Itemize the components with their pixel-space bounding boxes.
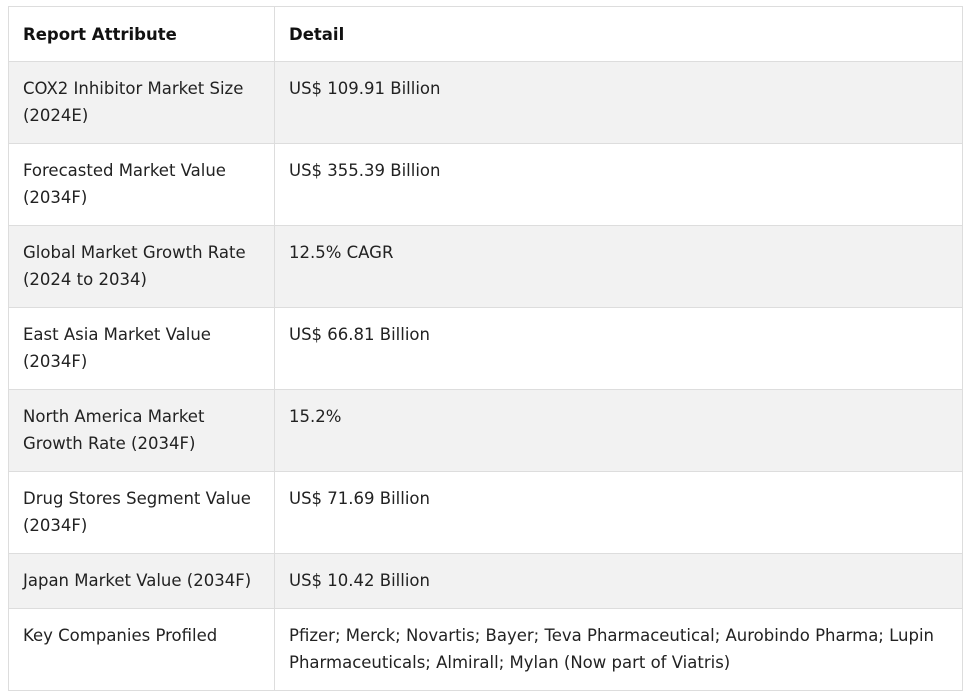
header-detail: Detail <box>274 6 963 62</box>
attribute-cell: COX2 Inhibitor Market Size (2024E) <box>8 61 275 144</box>
attribute-cell: Forecasted Market Value (2034F) <box>8 143 275 226</box>
table-row: North America Market Growth Rate (2034F)… <box>8 389 963 472</box>
header-report-attribute: Report Attribute <box>8 6 275 62</box>
table-row: Forecasted Market Value (2034F) US$ 355.… <box>8 143 963 226</box>
detail-cell: Pfizer; Merck; Novartis; Bayer; Teva Pha… <box>274 608 963 691</box>
header-row: Report Attribute Detail <box>8 6 963 62</box>
detail-cell: US$ 10.42 Billion <box>274 553 963 609</box>
detail-cell: US$ 66.81 Billion <box>274 307 963 390</box>
table-body: COX2 Inhibitor Market Size (2024E) US$ 1… <box>8 61 963 691</box>
attribute-cell: East Asia Market Value (2034F) <box>8 307 275 390</box>
table-row: Key Companies Profiled Pfizer; Merck; No… <box>8 608 963 691</box>
table-header: Report Attribute Detail <box>8 6 963 62</box>
detail-cell: 15.2% <box>274 389 963 472</box>
attribute-cell: Japan Market Value (2034F) <box>8 553 275 609</box>
attribute-cell: Global Market Growth Rate (2024 to 2034) <box>8 225 275 308</box>
detail-cell: US$ 355.39 Billion <box>274 143 963 226</box>
table-row: Japan Market Value (2034F) US$ 10.42 Bil… <box>8 553 963 609</box>
detail-cell: 12.5% CAGR <box>274 225 963 308</box>
report-attributes-table-container: Report Attribute Detail COX2 Inhibitor M… <box>8 6 963 691</box>
attribute-cell: North America Market Growth Rate (2034F) <box>8 389 275 472</box>
table-row: COX2 Inhibitor Market Size (2024E) US$ 1… <box>8 61 963 144</box>
detail-cell: US$ 71.69 Billion <box>274 471 963 554</box>
attribute-cell: Key Companies Profiled <box>8 608 275 691</box>
attribute-cell: Drug Stores Segment Value (2034F) <box>8 471 275 554</box>
detail-cell: US$ 109.91 Billion <box>274 61 963 144</box>
table-row: Global Market Growth Rate (2024 to 2034)… <box>8 225 963 308</box>
table-row: Drug Stores Segment Value (2034F) US$ 71… <box>8 471 963 554</box>
report-attributes-table: Report Attribute Detail COX2 Inhibitor M… <box>8 6 963 691</box>
table-row: East Asia Market Value (2034F) US$ 66.81… <box>8 307 963 390</box>
